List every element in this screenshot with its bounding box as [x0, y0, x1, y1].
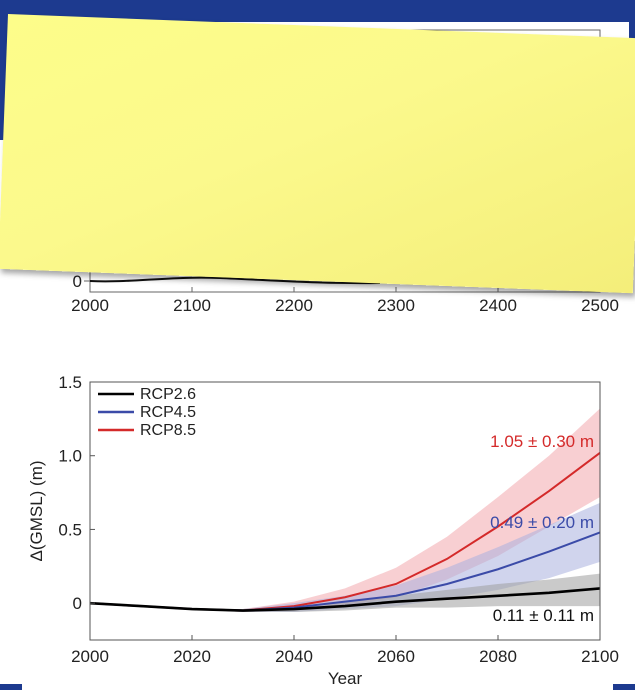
annotation-rcp26: 0.11 ± 0.11 m [493, 606, 594, 625]
sticky-note [0, 14, 635, 294]
slide-top-border [0, 0, 635, 22]
band-rcp26 [90, 573, 600, 612]
upper-x-tick-label: 2500 [581, 296, 619, 315]
line-rcp26 [89, 587, 601, 612]
y-axis-label: Δ(GMSL) (m) [27, 460, 46, 561]
y-tick-label: 1.5 [58, 373, 82, 392]
upper-chart-line [89, 276, 381, 285]
slide-left-border [0, 0, 8, 140]
sea-level-chart: 2000 2020 2040 2060 2080 2100 0 0.5 1.0 1.5 Δ(GM… [27, 373, 619, 688]
upper-x-tick-label: 2200 [275, 296, 313, 315]
legend-label: RCP8.5 [140, 422, 196, 439]
x-tick-label: 2000 [71, 647, 109, 666]
slide-bottom-left-border [0, 684, 22, 690]
upper-x-tick-label: 2400 [479, 296, 517, 315]
x-tick-label: 2060 [377, 647, 415, 666]
y-tick-label: 0.5 [58, 520, 82, 539]
band-rcp45 [90, 502, 600, 612]
y-tick-label: 1.0 [58, 447, 82, 466]
upper-x-tick-label: 2100 [173, 296, 211, 315]
legend-label: RCP4.5 [140, 404, 196, 421]
slide-bottom-right-border [613, 684, 635, 690]
upper-x-tick-label: 2000 [71, 296, 109, 315]
x-tick-label: 2040 [275, 647, 313, 666]
annotation-rcp85: 1.05 ± 0.30 m [490, 432, 594, 451]
x-tick-label: 2020 [173, 647, 211, 666]
upper-y-tick-label: 0 [73, 272, 82, 291]
annotation-rcp45: 0.49 ± 0.20 m [490, 513, 594, 532]
x-axis-label: Year [328, 669, 363, 688]
x-tick-label: 2100 [581, 647, 619, 666]
legend-label: RCP2.6 [140, 386, 196, 403]
x-tick-label: 2080 [479, 647, 517, 666]
y-tick-label: 0 [73, 594, 82, 613]
plot-frame [89, 381, 601, 641]
upper-x-tick-label: 2300 [377, 296, 415, 315]
